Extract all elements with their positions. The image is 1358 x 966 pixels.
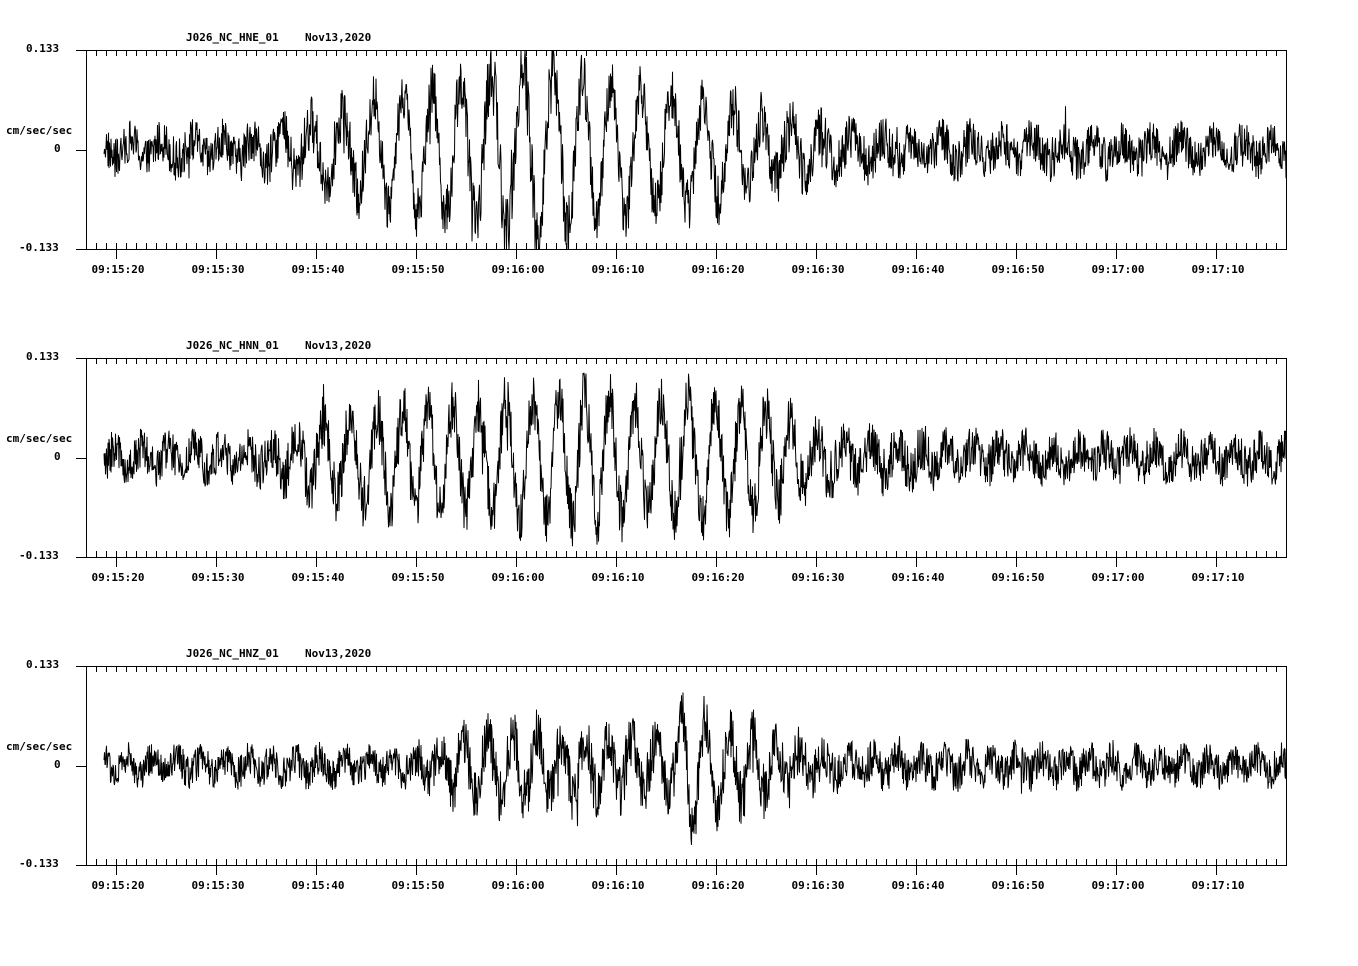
date-label: Nov13,2020 — [305, 31, 372, 44]
y-max-label: 0.133 — [26, 42, 60, 55]
x-tick-label: 09:16:20 — [691, 263, 745, 276]
station-title: J026_NC_HNN_01 — [186, 339, 279, 352]
station-title: J026_NC_HNE_01 — [186, 31, 279, 44]
y-unit-label: cm/sec/sec — [6, 124, 73, 137]
x-tick-label: 09:16:00 — [491, 263, 545, 276]
panel-hnn: J026_NC_HNN_01 Nov13,2020 0.133 cm/sec/s… — [0, 340, 1358, 658]
x-tick-label: 09:16:40 — [891, 263, 945, 276]
x-tick-label: 09:16:10 — [591, 263, 645, 276]
plot-hnz — [76, 666, 1287, 875]
x-tick-label: 09:16:40 — [891, 879, 945, 892]
date-label: Nov13,2020 — [305, 647, 372, 660]
x-tick-label: 09:17:10 — [1191, 263, 1245, 276]
panel-hne: J026_NC_HNE_01 Nov13,2020 0.133 cm/sec/s… — [0, 32, 1358, 350]
x-tick-label: 09:15:50 — [391, 263, 445, 276]
y-zero-label: 0 — [54, 758, 61, 771]
x-tick-label: 09:16:50 — [991, 571, 1045, 584]
x-tick-label: 09:15:30 — [191, 571, 245, 584]
x-tick-label: 09:16:40 — [891, 571, 945, 584]
y-zero-label: 0 — [54, 142, 61, 155]
x-tick-label: 09:15:40 — [291, 263, 345, 276]
x-tick-label: 09:17:10 — [1191, 879, 1245, 892]
x-tick-label: 09:15:40 — [291, 571, 345, 584]
y-min-label: -0.133 — [19, 549, 59, 562]
station-title: J026_NC_HNZ_01 — [186, 647, 279, 660]
y-max-label: 0.133 — [26, 350, 60, 363]
y-min-label: -0.133 — [19, 241, 59, 254]
x-tick-label: 09:16:50 — [991, 263, 1045, 276]
x-tick-label: 09:15:20 — [91, 571, 145, 584]
plot-hnn — [76, 358, 1287, 567]
x-tick-label: 09:15:50 — [391, 879, 445, 892]
y-min-label: -0.133 — [19, 857, 59, 870]
x-tick-label: 09:16:20 — [691, 879, 745, 892]
x-tick-label: 09:15:30 — [191, 263, 245, 276]
x-tick-label: 09:16:50 — [991, 879, 1045, 892]
x-tick-label: 09:15:40 — [291, 879, 345, 892]
panel-hnz: J026_NC_HNZ_01 Nov13,2020 0.133 cm/sec/s… — [0, 648, 1358, 966]
x-tick-label: 09:16:20 — [691, 571, 745, 584]
x-tick-label: 09:16:30 — [791, 571, 845, 584]
x-tick-label: 09:17:00 — [1091, 263, 1145, 276]
y-max-label: 0.133 — [26, 658, 60, 671]
x-tick-label: 09:16:10 — [591, 879, 645, 892]
x-tick-label: 09:15:20 — [91, 263, 145, 276]
y-unit-label: cm/sec/sec — [6, 432, 73, 445]
date-label: Nov13,2020 — [305, 339, 372, 352]
y-zero-label: 0 — [54, 450, 61, 463]
plot-hne — [76, 50, 1287, 259]
x-tick-label: 09:15:20 — [91, 879, 145, 892]
x-tick-label: 09:16:30 — [791, 879, 845, 892]
x-tick-label: 09:17:10 — [1191, 571, 1245, 584]
x-tick-label: 09:16:00 — [491, 879, 545, 892]
x-tick-label: 09:16:30 — [791, 263, 845, 276]
x-tick-label: 09:17:00 — [1091, 879, 1145, 892]
x-tick-label: 09:16:00 — [491, 571, 545, 584]
x-tick-label: 09:15:30 — [191, 879, 245, 892]
x-tick-label: 09:16:10 — [591, 571, 645, 584]
y-unit-label: cm/sec/sec — [6, 740, 73, 753]
x-tick-label: 09:17:00 — [1091, 571, 1145, 584]
x-tick-label: 09:15:50 — [391, 571, 445, 584]
